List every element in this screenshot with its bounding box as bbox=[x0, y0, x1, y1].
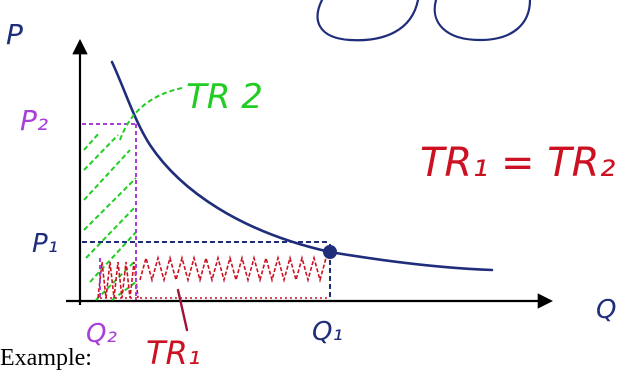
tr2-hatched-region bbox=[83, 131, 137, 301]
example-caption: Example: bbox=[0, 345, 92, 371]
tr1-label: TR₁ bbox=[146, 334, 201, 372]
equation-label: TR₁ = TR₂ bbox=[420, 140, 615, 186]
tr2-leader-line bbox=[119, 87, 183, 141]
tr2-label: TR 2 bbox=[186, 77, 263, 117]
p-axis-label: P bbox=[6, 18, 23, 51]
axes bbox=[66, 38, 554, 309]
q-axis-label: Q bbox=[596, 295, 616, 325]
p2-label: P₂ bbox=[20, 104, 48, 137]
top-arc-right bbox=[433, 0, 532, 42]
demand-curve bbox=[110, 60, 494, 272]
top-arc-left bbox=[316, 0, 420, 42]
tr1-zigzag-region bbox=[97, 254, 328, 299]
tr1-leader-line bbox=[176, 288, 189, 332]
point-q1-p1 bbox=[323, 245, 337, 259]
q1-label: Q₁ bbox=[312, 317, 343, 347]
top-arcs-decoration bbox=[316, 0, 532, 42]
p1-label: P₁ bbox=[32, 229, 58, 259]
q2-label: Q₂ bbox=[86, 319, 117, 349]
